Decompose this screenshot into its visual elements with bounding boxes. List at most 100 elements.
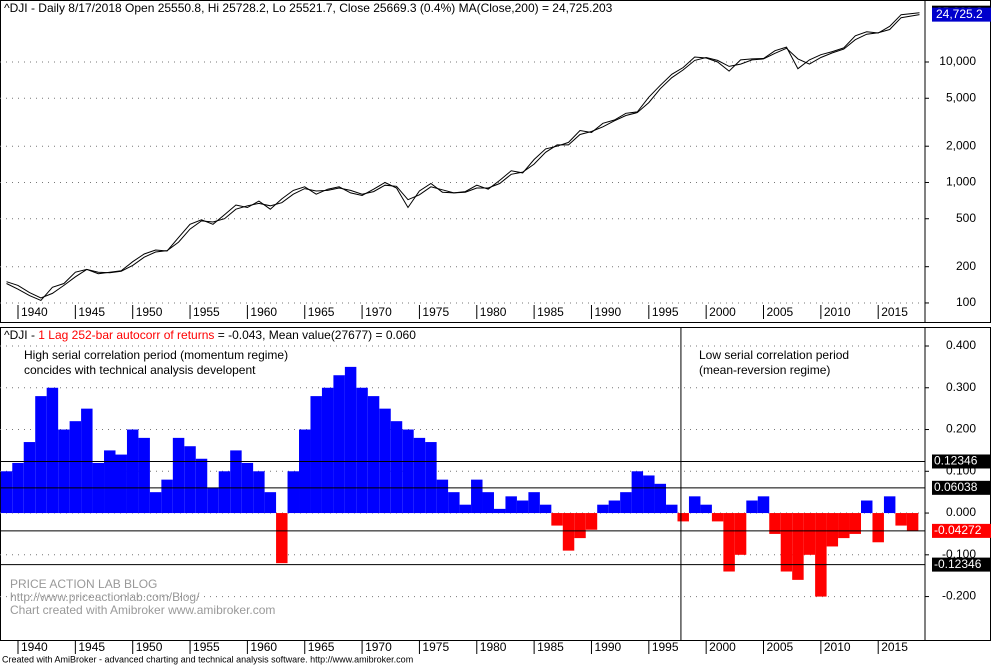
bar [218, 471, 231, 514]
bar [253, 471, 265, 514]
x-tick-label: 2010 [824, 305, 851, 319]
bar [459, 504, 472, 514]
bar [333, 375, 345, 514]
bar [505, 496, 517, 514]
bar [746, 500, 758, 514]
y-tick-label: 200 [956, 259, 976, 273]
x-tick-label: 1950 [136, 305, 163, 319]
bar [310, 396, 322, 514]
bar [58, 429, 70, 514]
bar [471, 479, 483, 514]
bar [287, 471, 300, 514]
bar [677, 513, 689, 522]
title-part: = -0.043, Mean value(27677) = 0.060 [214, 328, 416, 342]
y-tick-label: 500 [956, 211, 976, 225]
x-tick-label: 1970 [365, 640, 392, 654]
bar [379, 408, 391, 514]
x-tick-label: 1985 [537, 305, 564, 319]
x-tick-label: 1990 [594, 305, 621, 319]
bar [815, 513, 827, 597]
bar [734, 513, 747, 555]
bar [620, 492, 632, 514]
footer: Created with AmiBroker - advanced charti… [2, 654, 413, 664]
bar [493, 508, 506, 514]
bar [872, 513, 884, 543]
x-tick-label: 1975 [422, 305, 449, 319]
y-tick-label: 0.400 [946, 338, 976, 352]
x-tick-label: 2005 [767, 305, 794, 319]
value-tag-box [932, 480, 991, 495]
bar [849, 513, 862, 534]
value-tag: 0.12346 [934, 454, 978, 468]
value-tag: 24,725.2 [936, 7, 983, 21]
bar [207, 487, 219, 514]
bar [413, 437, 426, 514]
y-tick-label: 0.300 [946, 380, 976, 394]
value-tag: -0.12346 [934, 557, 982, 571]
value-tag-box [932, 523, 991, 538]
x-tick-label: 1985 [537, 640, 564, 654]
x-tick-label: 1975 [422, 640, 449, 654]
x-tick-label: 1950 [136, 640, 163, 654]
bar [126, 429, 139, 514]
value-tag-box [932, 454, 991, 469]
bar [448, 492, 460, 514]
bar [23, 442, 36, 514]
x-tick-label: 1960 [250, 305, 277, 319]
bar [35, 396, 47, 514]
bar [436, 479, 449, 514]
x-tick-label: 2000 [709, 305, 736, 319]
bar [539, 504, 552, 514]
title-part: ^DJI - [4, 328, 38, 342]
bar [826, 513, 839, 547]
x-tick-label: 1995 [652, 640, 679, 654]
chart-title: ^DJI - Daily 8/17/2018 Open 25550.8, Hi … [4, 1, 613, 15]
value-tag: 0.06038 [934, 480, 978, 494]
annotation: (mean-reversion regime) [699, 363, 830, 377]
x-tick-label: 1980 [480, 640, 507, 654]
bar [723, 513, 735, 572]
x-tick-label: 1940 [21, 640, 48, 654]
bar [597, 504, 609, 514]
value-tag-box [932, 7, 991, 22]
value-tag-box [932, 557, 991, 572]
x-tick-label: 2015 [881, 305, 908, 319]
x-tick-label: 1945 [78, 305, 105, 319]
bar [161, 479, 173, 514]
bar [321, 387, 334, 514]
watermark: http://www.priceactionlab.com/Blog/ [10, 590, 200, 604]
price-line [6, 14, 920, 299]
bar [195, 458, 208, 514]
bar [780, 513, 793, 572]
bar [81, 408, 93, 514]
bar [643, 475, 655, 514]
bar [172, 437, 185, 514]
bar [299, 429, 311, 514]
bar [184, 446, 196, 514]
title-part: MA(Close,200) = 24,725.203 [459, 1, 613, 15]
x-tick-label: 1945 [78, 640, 105, 654]
title-part: ^DJI - Daily 8/17/2018 Open 25550.8, Hi … [4, 1, 459, 15]
bar [803, 513, 816, 555]
bar [46, 387, 59, 514]
x-tick-label: 1940 [21, 305, 48, 319]
x-tick-label: 2015 [881, 640, 908, 654]
bar [230, 450, 242, 514]
chart-title: ^DJI - 1 Lag 252-bar autocorr of returns… [4, 328, 416, 342]
y-tick-label: 0.200 [946, 422, 976, 436]
annotation: Low serial correlation period [699, 348, 849, 362]
bar [482, 492, 494, 514]
y-tick-label: 5,000 [946, 90, 976, 104]
y-tick-label: 0.000 [946, 505, 976, 519]
annotation: High serial correlation period (momentum… [24, 348, 288, 362]
bar [574, 513, 586, 539]
x-tick-label: 1965 [308, 640, 335, 654]
bar [688, 496, 701, 514]
bar [390, 421, 403, 514]
bar [69, 421, 82, 514]
bar [792, 513, 804, 580]
bar [654, 483, 667, 514]
bar [666, 504, 678, 514]
bar [402, 429, 414, 514]
